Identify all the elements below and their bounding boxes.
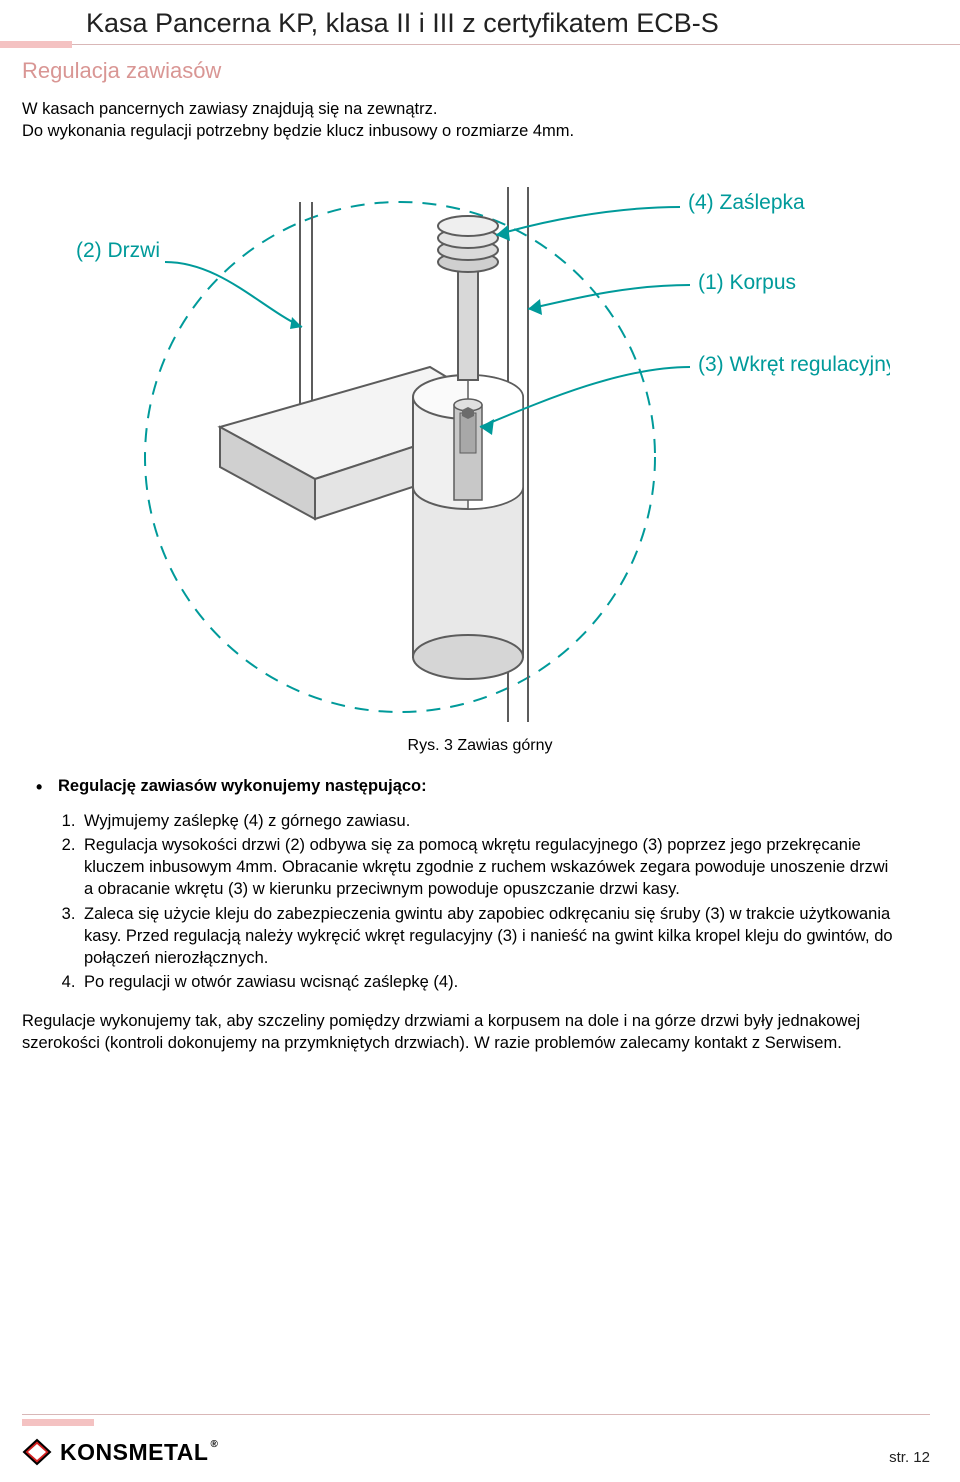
page-number: str. 12 bbox=[889, 1449, 930, 1466]
diagram-label-zaslepka: (4) Zaślepka bbox=[688, 191, 805, 214]
rule-accent bbox=[0, 41, 72, 48]
diagram-label-korpus: (1) Korpus bbox=[698, 271, 796, 294]
brand-name: KONSMETAL® bbox=[60, 1439, 218, 1466]
steps-list: Wyjmujemy zaślepkę (4) z górnego zawiasu… bbox=[58, 810, 900, 994]
brand: KONSMETAL® bbox=[22, 1438, 218, 1466]
diagram: (2) Drzwi (4) Zaślepka (1) Korpus (3) Wk… bbox=[70, 167, 890, 727]
title-rule bbox=[0, 41, 960, 48]
page: Kasa Pancerna KP, klasa II i III z certy… bbox=[0, 0, 960, 1482]
step-2: Regulacja wysokości drzwi (2) odbywa się… bbox=[80, 834, 900, 901]
step-1: Wyjmujemy zaślepkę (4) z górnego zawiasu… bbox=[80, 810, 900, 832]
intro-text: W kasach pancernych zawiasy znajdują się… bbox=[22, 98, 920, 143]
registered-icon: ® bbox=[210, 1439, 218, 1450]
hinge-diagram-svg: (2) Drzwi (4) Zaślepka (1) Korpus (3) Wk… bbox=[70, 167, 890, 727]
brand-name-text: KONSMETAL bbox=[60, 1439, 208, 1465]
brand-logo-icon bbox=[22, 1438, 52, 1466]
footer-rule-accent bbox=[22, 1419, 94, 1426]
section-title: Regulacja zawiasów bbox=[22, 58, 960, 84]
step-3: Zaleca się użycie kleju do zabezpieczeni… bbox=[80, 903, 900, 970]
closing-text: Regulacje wykonujemy tak, aby szczeliny … bbox=[22, 1010, 900, 1055]
diagram-label-drzwi: (2) Drzwi bbox=[76, 239, 160, 262]
footer-rule bbox=[22, 1414, 930, 1415]
rule-line bbox=[72, 44, 960, 45]
steps-heading: Regulację zawiasów wykonujemy następując… bbox=[58, 777, 960, 796]
diagram-label-wkret: (3) Wkręt regulacyjny bbox=[698, 353, 890, 376]
figure-caption: Rys. 3 Zawias górny bbox=[0, 737, 960, 755]
footer: KONSMETAL® str. 12 bbox=[0, 1414, 960, 1482]
header: Kasa Pancerna KP, klasa II i III z certy… bbox=[0, 0, 960, 48]
intro-line-1: W kasach pancernych zawiasy znajdują się… bbox=[22, 100, 437, 118]
step-4: Po regulacji w otwór zawiasu wcisnąć zaś… bbox=[80, 971, 900, 993]
intro-line-2: Do wykonania regulacji potrzebny będzie … bbox=[22, 122, 574, 140]
page-title: Kasa Pancerna KP, klasa II i III z certy… bbox=[86, 8, 960, 39]
